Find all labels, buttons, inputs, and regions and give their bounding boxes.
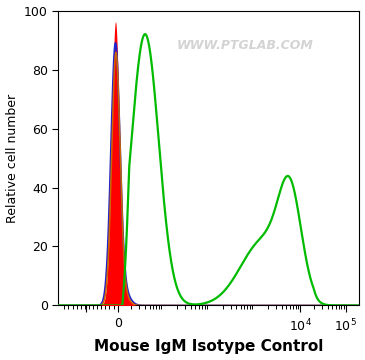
Text: WWW.PTGLAB.COM: WWW.PTGLAB.COM [177,40,314,53]
X-axis label: Mouse IgM Isotype Control: Mouse IgM Isotype Control [94,339,324,355]
Y-axis label: Relative cell number: Relative cell number [5,94,19,222]
